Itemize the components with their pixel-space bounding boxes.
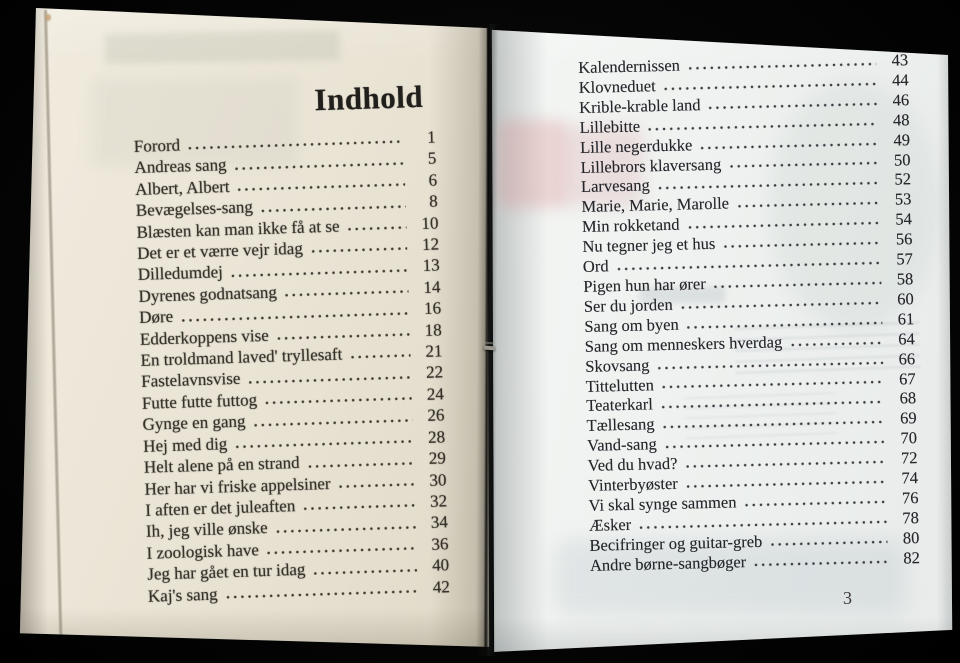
toc-entry-page-number: 14	[423, 277, 441, 297]
toc-list-left: Forord 1 Andreas sang 5 Albert, Albert 6…	[134, 126, 451, 606]
page-number: 3	[843, 588, 852, 608]
toc-entry-page-number: 24	[426, 384, 445, 404]
book-right-page: Kalendernissen 43 Klovneduet 44 Krible-k…	[491, 29, 953, 652]
toc-right-column: Kalendernissen 43 Klovneduet 44 Krible-k…	[578, 50, 920, 575]
toc-entry-title: Ved du hvad?	[587, 453, 678, 476]
toc-entry-page-number: 5	[427, 148, 437, 169]
toc-entry-page-number: 10	[421, 213, 439, 233]
page-corner-speck	[45, 14, 51, 21]
toc-entry-title: Klovneduet	[578, 76, 656, 97]
toc-entry-title: Gynge en gang	[142, 411, 246, 435]
toc-entry-page-number: 78	[902, 507, 920, 528]
toc-entry-title: Teaterkarl	[585, 394, 654, 416]
toc-leader-dots	[349, 341, 411, 365]
toc-entry-page-number: 28	[427, 427, 446, 447]
toc-entry-page-number: 54	[895, 209, 913, 229]
toc-entry-page-number: 12	[421, 234, 440, 254]
toc-entry-page-number: 49	[893, 129, 911, 150]
toc-entry-title: Dilledumdej	[137, 262, 224, 285]
toc-entry-page-number: 52	[894, 169, 912, 190]
toc-entry-page-number: 43	[891, 50, 909, 70]
toc-entry-page-number: 48	[892, 109, 910, 130]
toc-entry-title: Ord	[582, 256, 609, 277]
toc-leader-dots	[753, 548, 889, 572]
toc-entry-title: Æsker	[588, 514, 632, 535]
toc-entry-page-number: 80	[902, 527, 920, 548]
toc-entry-page-number: 57	[896, 249, 914, 269]
toc-entry-title: Hej med dig	[142, 433, 228, 456]
toc-entry-title: Albert, Albert	[134, 176, 230, 199]
toc-leader-dots	[347, 213, 407, 237]
toc-entry-page-number: 82	[903, 547, 921, 568]
toc-entry-page-number: 42	[432, 576, 451, 597]
toc-heading: Indhold	[313, 78, 424, 118]
toc-entry-page-number: 16	[423, 298, 442, 319]
toc-entry-page-number: 36	[431, 534, 449, 554]
toc-entry-title: Sang om byen	[584, 314, 679, 336]
toc-entry-page-number: 32	[429, 491, 448, 511]
toc-entry-page-number: 66	[898, 348, 916, 369]
toc-entry-title: Ser du jorden	[583, 294, 673, 316]
toc-list-right: Kalendernissen 43 Klovneduet 44 Krible-k…	[578, 50, 920, 575]
toc-entry-page-number: 58	[896, 269, 914, 289]
book-left-page: Indhold Forord 1 Andreas sang 5 Albert, …	[19, 7, 490, 647]
toc-entry-page-number: 8	[428, 191, 439, 211]
toc-entry-title: Kaj's sang	[147, 584, 218, 606]
toc-entry-page-number: 26	[427, 405, 445, 426]
toc-entry-page-number: 53	[894, 189, 912, 209]
toc-left-column: Indhold Forord 1 Andreas sang 5 Albert, …	[132, 78, 451, 607]
toc-entry-page-number: 46	[892, 90, 910, 110]
toc-entry-page-number: 40	[431, 555, 450, 575]
toc-entry-title: Andreas sang	[134, 155, 227, 178]
page-edge	[44, 9, 62, 642]
toc-leader-dots	[770, 528, 888, 552]
toc-entry-page-number: 44	[891, 70, 909, 90]
toc-entry-title: Forord	[133, 135, 181, 156]
toc-entry-page-number: 74	[901, 468, 919, 488]
toc-entry-page-number: 67	[898, 368, 916, 389]
toc-entry-title: Min rokketand	[581, 214, 680, 237]
toc-entry-page-number: 29	[428, 448, 447, 468]
toc-entry-title: Lille negerdukke	[579, 134, 693, 157]
toc-entry-title: Skovsang	[585, 354, 650, 376]
toc-entry-page-number: 69	[899, 408, 917, 428]
toc-leader-dots	[790, 329, 883, 352]
toc-entry-title: Andre børne-sangbøger	[589, 551, 747, 575]
toc-entry-page-number: 30	[429, 469, 447, 490]
toc-entry-page-number: 64	[897, 328, 915, 349]
toc-entry-page-number: 6	[428, 170, 438, 190]
toc-entry-title: Kalendernissen	[578, 55, 681, 77]
toc-entry-page-number: 76	[901, 488, 919, 508]
toc-entry-page-number: 34	[430, 512, 449, 533]
toc-entry-page-number: 22	[425, 362, 444, 383]
toc-leader-dots	[310, 234, 408, 259]
toc-entry-title: Døre	[138, 307, 174, 328]
toc-entry-page-number: 21	[425, 341, 443, 361]
toc-entry-page-number: 50	[893, 149, 911, 170]
toc-entry-title: Vand-sang	[586, 434, 657, 456]
show-through-ghost	[498, 120, 568, 208]
toc-entry-page-number: 68	[899, 388, 917, 408]
toc-entry-title: Larvesang	[580, 175, 650, 197]
toc-entry-title: Lillebitte	[579, 116, 641, 137]
staple	[483, 345, 496, 351]
toc-leader-dots	[338, 469, 415, 494]
toc-entry-page-number: 72	[900, 448, 918, 468]
toc-entry-page-number: 13	[422, 255, 441, 276]
toc-entry-title: Vinterbyøster	[587, 473, 679, 495]
toc-entry-page-number: 18	[424, 320, 443, 340]
toc-entry-page-number: 61	[897, 308, 915, 329]
toc-entry-page-number: 56	[895, 229, 913, 249]
toc-entry-page-number: 60	[897, 289, 914, 309]
toc-entry-title: Fastelavnsvise	[140, 369, 241, 392]
toc-entry-title: Tællesang	[586, 414, 655, 436]
toc-entry-title: Tittelutten	[585, 374, 655, 396]
book-gutter-shadow	[475, 23, 499, 657]
toc-entry-page-number: 70	[900, 428, 918, 448]
show-through-ghost	[104, 29, 341, 65]
toc-entry-page-number: 1	[426, 127, 436, 147]
